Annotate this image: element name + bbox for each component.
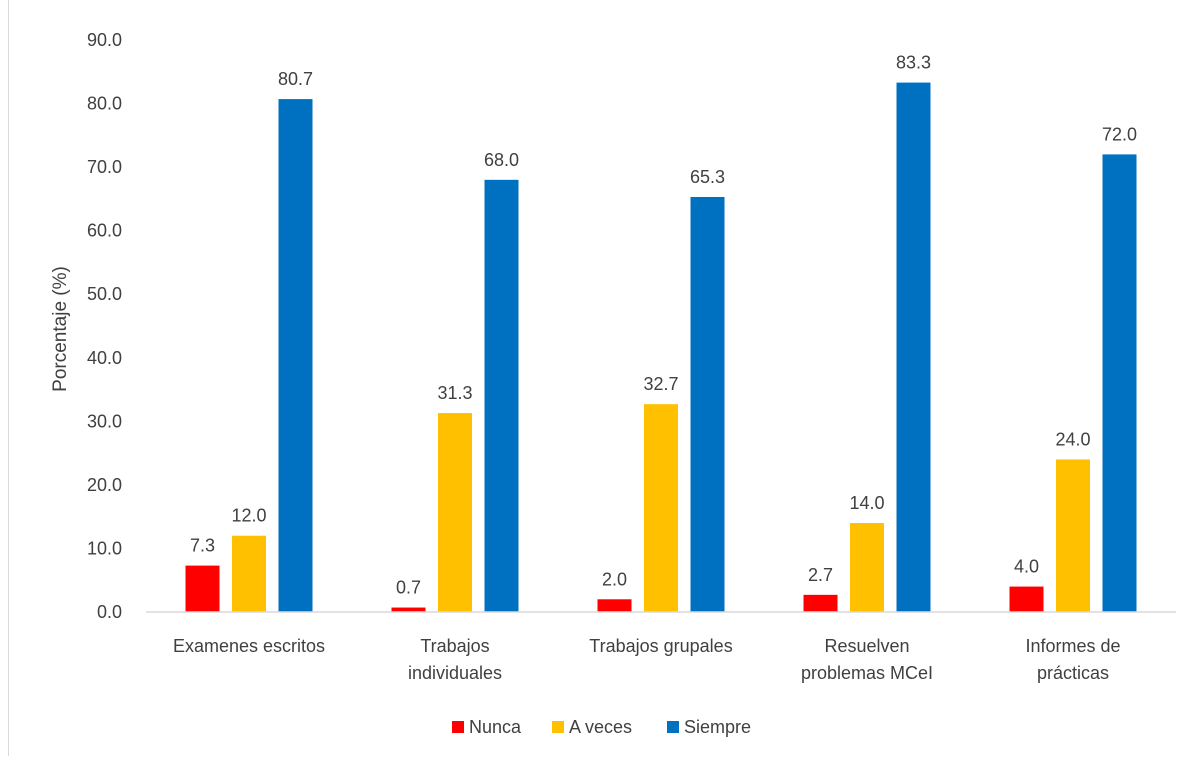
category-label: individuales	[408, 663, 502, 683]
y-tick-label: 30.0	[87, 411, 122, 431]
y-tick-label: 20.0	[87, 475, 122, 495]
legend-swatch-nunca	[452, 721, 464, 733]
data-label-nunca: 4.0	[1014, 557, 1039, 577]
category-label: Resuelven	[824, 636, 909, 656]
bar-siempre	[484, 179, 519, 613]
bar-nunca	[803, 594, 838, 612]
y-tick-label: 70.0	[87, 157, 122, 177]
category-label: Informes de	[1025, 636, 1120, 656]
data-label-a-veces: 24.0	[1055, 429, 1090, 449]
data-label-nunca: 2.7	[808, 565, 833, 585]
bar-a-veces	[850, 523, 884, 612]
legend-label-siempre: Siempre	[684, 717, 751, 737]
data-labels: 7.3 0.7 2.0 2.7 4.0 12.0 31.3 32.7 14.0 24.0 80.7 6…	[190, 53, 1137, 598]
bar-series	[185, 82, 1137, 613]
legend-label-a-veces: A veces	[569, 717, 632, 737]
data-label-nunca: 2.0	[602, 569, 627, 589]
legend-label-nunca: Nunca	[469, 717, 522, 737]
data-label-nunca: 7.3	[190, 536, 215, 556]
bar-nunca	[185, 565, 220, 612]
data-label-a-veces: 31.3	[437, 383, 472, 403]
bar-nunca	[1009, 586, 1044, 612]
bar-a-veces	[232, 535, 266, 612]
data-label-siempre: 83.3	[896, 53, 931, 73]
y-tick-label: 10.0	[87, 538, 122, 558]
data-label-a-veces: 32.7	[643, 374, 678, 394]
legend-swatch-siempre	[667, 721, 679, 733]
legend-swatch-a-veces	[552, 721, 564, 733]
bar-siempre	[896, 82, 931, 613]
bar-siempre	[690, 196, 725, 612]
y-tick-label: 60.0	[87, 221, 122, 241]
data-label-a-veces: 14.0	[849, 493, 884, 513]
data-label-siempre: 65.3	[690, 167, 725, 187]
bar-siempre	[1102, 154, 1137, 612]
category-label: prácticas	[1037, 663, 1109, 683]
bar-siempre	[278, 99, 313, 612]
category-label: Trabajos grupales	[589, 636, 732, 656]
data-label-siempre: 72.0	[1102, 124, 1137, 144]
y-tick-label: 50.0	[87, 284, 122, 304]
x-axis-categories: Examenes escritos Trabajos individuales Tra…	[173, 636, 1121, 683]
legend: Nunca A veces Siempre	[452, 717, 751, 737]
y-axis-ticks: 0.0 10.0 20.0 30.0 40.0 50.0 60.0 70.0 80.0 90.0	[87, 30, 122, 622]
y-tick-label: 90.0	[87, 30, 122, 50]
data-label-siempre: 80.7	[278, 69, 313, 89]
y-axis-label: Porcentaje (%)	[50, 266, 71, 392]
data-label-a-veces: 12.0	[231, 506, 266, 526]
data-label-siempre: 68.0	[484, 150, 519, 170]
y-tick-label: 40.0	[87, 348, 122, 368]
chart-frame	[8, 0, 1194, 756]
category-label: Examenes escritos	[173, 636, 325, 656]
bar-nunca	[391, 607, 426, 612]
y-tick-label: 80.0	[87, 94, 122, 114]
bar-a-veces	[438, 413, 472, 612]
category-label: Trabajos	[420, 636, 489, 656]
bar-nunca	[597, 599, 632, 612]
y-tick-label: 0.0	[97, 602, 122, 622]
category-label: problemas MCeI	[801, 663, 933, 683]
bar-a-veces	[644, 404, 678, 612]
data-label-nunca: 0.7	[396, 578, 421, 598]
bar-a-veces	[1056, 459, 1090, 612]
